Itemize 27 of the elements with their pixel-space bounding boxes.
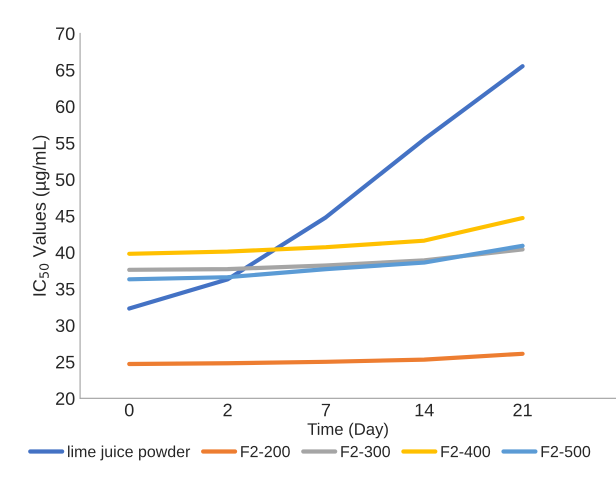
- y-tick-label: 45: [56, 210, 74, 223]
- legend-label: lime juice powder: [68, 446, 190, 460]
- y-axis-title: IC$_{50}$ Values (µg/mL): [32, 136, 50, 296]
- line-series: [127, 244, 525, 282]
- x-tick-label: 21: [513, 404, 532, 416]
- line-series: [127, 216, 525, 256]
- y-tick-label: 65: [56, 64, 74, 77]
- x-tick-label: 2: [223, 404, 232, 416]
- legend-label: F2-500: [542, 446, 590, 458]
- y-tick-label: 40: [56, 246, 75, 260]
- x-tick-label: 0: [124, 404, 134, 416]
- x-axis-title: Time (Day): [308, 422, 388, 438]
- y-tick-label: 55: [56, 136, 74, 150]
- y-tick-label: 20: [56, 392, 75, 406]
- legend-label: F2-200: [241, 446, 290, 458]
- x-tick-label: 14: [416, 404, 434, 416]
- y-tick-label: 25: [56, 356, 74, 369]
- y-tick-label: 50: [56, 173, 75, 186]
- y-tick-label: 70: [56, 27, 75, 40]
- y-tick-label: 30: [56, 319, 75, 332]
- legend-label: F2-300: [341, 446, 390, 458]
- line-series: [127, 64, 525, 311]
- legend-label: F2-400: [441, 446, 490, 458]
- y-tick-label: 60: [56, 100, 75, 114]
- x-tick-label: 7: [322, 404, 330, 416]
- y-tick-label: 35: [56, 282, 74, 296]
- line-series: [127, 352, 525, 366]
